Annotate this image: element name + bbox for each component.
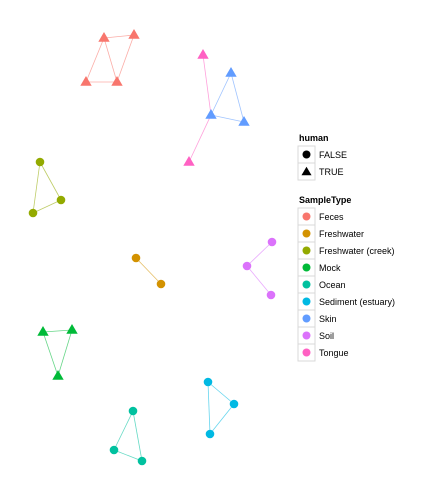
edge-tongue-23 — [203, 55, 211, 115]
color-legend-label: Freshwater (creek) — [319, 246, 395, 256]
shape-legend-item-true: TRUE — [298, 163, 344, 180]
point-freshwater-creek-7 — [57, 196, 66, 205]
point-tongue-24 — [197, 49, 208, 59]
shape-legend-label: TRUE — [319, 167, 344, 177]
point-feces-0 — [98, 32, 109, 42]
point-sediment-estuary-17 — [206, 430, 215, 439]
color-legend-item-ocean: Ocean — [298, 276, 346, 293]
point-soil-22 — [243, 262, 252, 271]
color-legend-item-sediment-estuary: Sediment (estuary) — [298, 293, 395, 310]
shape-legend-label: FALSE — [319, 150, 347, 160]
edge-ocean-13 — [133, 411, 142, 461]
color-swatch — [303, 349, 311, 357]
color-swatch — [303, 332, 311, 340]
point-sediment-estuary-15 — [204, 378, 213, 387]
color-swatch — [303, 298, 311, 306]
edge-sediment-estuary-17 — [210, 404, 234, 434]
color-swatch — [303, 315, 311, 323]
point-tongue-25 — [183, 156, 194, 166]
edge-sediment-estuary-15 — [208, 382, 234, 404]
color-swatch — [303, 247, 311, 255]
color-legend-label: Soil — [319, 331, 334, 341]
point-feces-3 — [111, 76, 122, 86]
color-legend-label: Freshwater — [319, 229, 364, 239]
color-legend-label: Tongue — [319, 348, 349, 358]
edge-soil-21 — [247, 242, 272, 266]
edge-feces-3 — [117, 35, 134, 82]
shape-legend-item-false: FALSE — [298, 146, 347, 163]
point-freshwater-5 — [157, 280, 166, 289]
edge-ocean-14 — [114, 450, 142, 461]
point-freshwater-creek-6 — [36, 158, 45, 167]
point-freshwater-creek-8 — [29, 209, 38, 218]
point-feces-1 — [128, 29, 139, 39]
legend: human FALSE TRUE SampleType Feces Freshwat… — [298, 133, 395, 361]
color-legend-entries: Feces Freshwater Freshwater (creek) Mock Oce… — [298, 208, 395, 361]
color-legend-label: Skin — [319, 314, 337, 324]
color-legend-label: Mock — [319, 263, 341, 273]
edge-freshwater-creek-8 — [33, 200, 61, 213]
color-swatch — [303, 213, 311, 221]
point-sediment-estuary-16 — [230, 400, 239, 409]
color-legend-item-feces: Feces — [298, 208, 344, 225]
points-layer — [29, 29, 277, 465]
color-legend-item-freshwater-creek: Freshwater (creek) — [298, 242, 395, 259]
edge-freshwater-creek-7 — [33, 162, 40, 213]
edge-tongue-24 — [189, 115, 211, 162]
shape-legend-title: human — [299, 133, 329, 143]
point-mock-11 — [52, 370, 63, 380]
color-legend-item-mock: Mock — [298, 259, 341, 276]
color-legend-item-tongue: Tongue — [298, 344, 349, 361]
color-legend-title: SampleType — [299, 195, 351, 205]
point-feces-2 — [80, 76, 91, 86]
edge-freshwater-creek-6 — [40, 162, 61, 200]
point-ocean-13 — [110, 446, 119, 455]
edge-mock-11 — [58, 330, 72, 376]
edge-feces-1 — [86, 38, 104, 82]
color-legend-label: Feces — [319, 212, 344, 222]
edge-mock-10 — [43, 332, 58, 376]
shape-legend-entries: FALSE TRUE — [298, 146, 347, 180]
edge-skin-18 — [211, 73, 231, 115]
color-swatch — [303, 281, 311, 289]
point-soil-23 — [267, 291, 276, 300]
point-skin-19 — [205, 109, 216, 119]
color-legend-label: Sediment (estuary) — [319, 297, 395, 307]
edge-ocean-12 — [114, 411, 133, 450]
circle-symbol — [303, 151, 311, 159]
color-legend-item-skin: Skin — [298, 310, 337, 327]
point-mock-10 — [66, 324, 77, 334]
color-swatch — [303, 230, 311, 238]
point-mock-9 — [37, 326, 48, 336]
point-soil-21 — [268, 238, 277, 247]
point-ocean-12 — [129, 407, 138, 416]
color-legend-item-freshwater: Freshwater — [298, 225, 364, 242]
edge-freshwater-5 — [136, 258, 161, 284]
color-legend-label: Ocean — [319, 280, 346, 290]
edges-layer — [33, 35, 272, 461]
point-ocean-14 — [138, 457, 147, 466]
edge-feces-2 — [104, 38, 117, 82]
color-swatch — [303, 264, 311, 272]
color-legend-item-soil: Soil — [298, 327, 334, 344]
edge-skin-19 — [231, 73, 244, 122]
point-freshwater-4 — [132, 254, 141, 263]
edge-soil-22 — [247, 266, 271, 295]
edge-sediment-estuary-16 — [208, 382, 210, 434]
point-skin-18 — [225, 67, 236, 77]
